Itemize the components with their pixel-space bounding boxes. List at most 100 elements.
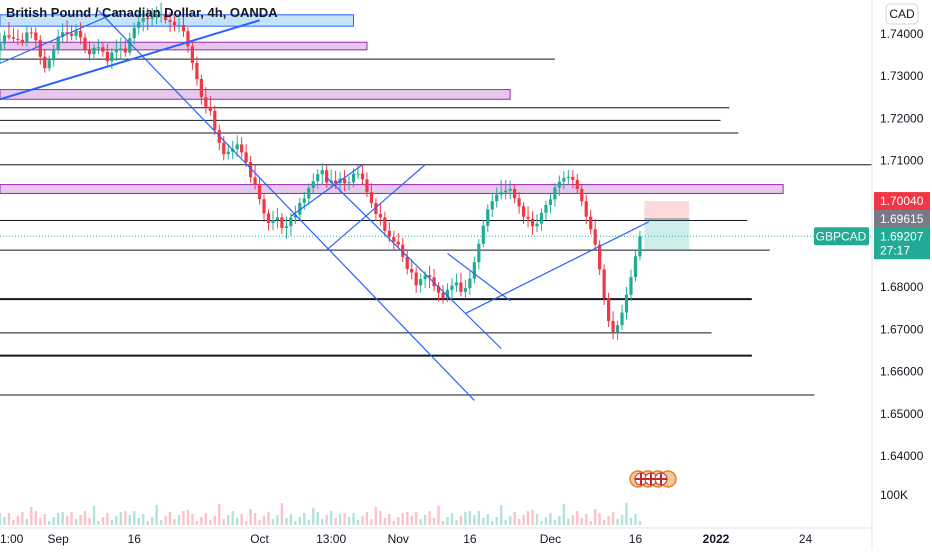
currency-button[interactable]: CAD (885, 3, 919, 25)
trend-line[interactable] (447, 252, 511, 302)
candle-body (65, 32, 69, 34)
candle-body (624, 294, 629, 313)
volume-bar (450, 513, 454, 525)
stop-loss-zone[interactable] (644, 201, 690, 220)
candle-body (195, 62, 199, 79)
candle-body (441, 292, 445, 299)
trend-line[interactable] (0, 10, 122, 64)
supply-demand-zone[interactable] (0, 89, 511, 100)
candle (320, 162, 324, 185)
volume-bar (110, 520, 114, 525)
candle-body (495, 194, 499, 202)
volume-bar (620, 515, 624, 525)
trend-line[interactable] (0, 19, 260, 101)
candle-body (87, 49, 92, 55)
candle (226, 144, 230, 160)
volume-bar (92, 506, 96, 525)
currency-label: CAD (889, 7, 915, 21)
candle-body (20, 39, 24, 43)
trend-line[interactable] (326, 176, 502, 349)
volume-bar (535, 514, 539, 525)
volume-bar (567, 519, 570, 525)
volume-bar (204, 513, 208, 525)
volume-bar (155, 505, 158, 525)
supply-demand-zone[interactable] (0, 14, 355, 27)
candle (589, 209, 593, 235)
candle (396, 233, 400, 249)
candle (186, 27, 190, 53)
candle (535, 214, 539, 232)
volume-bar (338, 514, 342, 525)
candle (633, 250, 638, 282)
candle-body (16, 38, 20, 40)
time-axis[interactable]: 1:00 Sep 16 Oct 13:00 Nov 16 Dec 16 2022 24 (0, 532, 812, 546)
candle-body (302, 198, 306, 203)
volume-bar (562, 504, 566, 525)
candle-body (155, 14, 159, 18)
volume-bar (576, 511, 579, 525)
current-price-label: 1.69207 (880, 229, 924, 243)
candle-body (535, 223, 539, 227)
volume-bar (133, 511, 136, 525)
volume-bar (307, 520, 310, 525)
supply-demand-zone[interactable] (0, 184, 784, 194)
candle-body (29, 32, 33, 34)
candle (562, 171, 566, 190)
volume-bar (227, 515, 230, 525)
candle (486, 204, 490, 232)
candle-body (454, 282, 459, 286)
candle (490, 193, 494, 217)
volume-bar (213, 516, 216, 525)
candle-body (262, 199, 266, 214)
volume-bar (347, 517, 351, 525)
supply-demand-zone[interactable] (0, 41, 368, 51)
short-position-tool[interactable] (644, 201, 690, 250)
candle-body (159, 13, 163, 15)
symbol-label[interactable]: GBPCAD (814, 227, 869, 246)
candle (137, 11, 141, 35)
volume-bar (616, 519, 619, 525)
volume-bar (397, 517, 400, 525)
candle-body (499, 192, 503, 195)
volume-bar (549, 513, 552, 525)
volume-bar (312, 508, 315, 525)
take-profit-zone[interactable] (644, 219, 690, 250)
candle-body (47, 60, 51, 69)
volume-bar (137, 518, 140, 525)
trend-line[interactable] (326, 164, 426, 251)
trend-line[interactable] (98, 10, 475, 401)
volume-bar (209, 520, 212, 525)
event-flags[interactable] (629, 470, 677, 488)
price-tag-label: 1.69615 (880, 212, 924, 226)
candle (132, 22, 136, 45)
candle (0, 32, 2, 63)
volume-bar (34, 511, 37, 525)
candle-body (163, 13, 168, 21)
candle (61, 23, 65, 44)
volume-bar (361, 516, 364, 525)
candle (593, 218, 597, 250)
price-tick-label: 1.67000 (880, 322, 924, 336)
candle-body (181, 24, 186, 32)
candle (513, 183, 517, 204)
trend-line[interactable] (290, 164, 363, 217)
candle (629, 269, 633, 301)
time-tick-label: 16 (128, 532, 142, 546)
trend-line[interactable] (465, 221, 650, 314)
candle-body (289, 217, 293, 227)
candle (20, 33, 24, 46)
candle-body (562, 178, 566, 182)
candle-body (629, 277, 633, 295)
volume-bar (294, 521, 297, 525)
candle (557, 175, 561, 197)
candle (580, 184, 584, 207)
candle-body (25, 32, 29, 43)
candle-body (74, 30, 78, 36)
volume-bar (316, 512, 319, 525)
volume-bar (218, 504, 221, 525)
candle (477, 239, 481, 270)
